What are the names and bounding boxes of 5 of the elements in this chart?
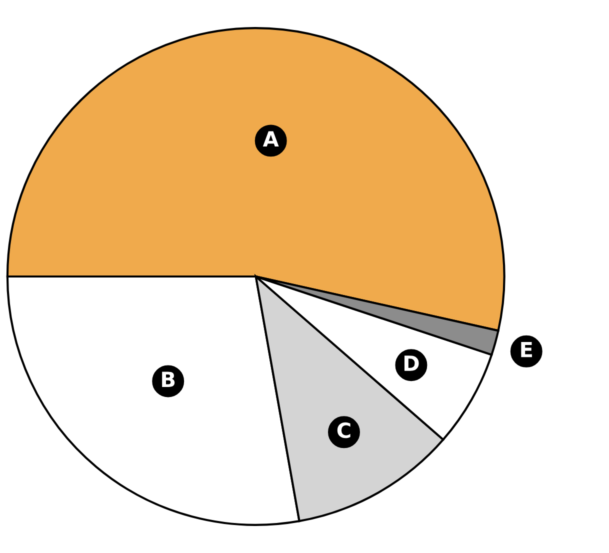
slice-label: C [337,422,350,438]
slice-label: E [521,342,532,358]
slice-label: D [404,356,419,371]
slice-label: A [262,131,279,146]
slice-label: B [162,372,175,387]
